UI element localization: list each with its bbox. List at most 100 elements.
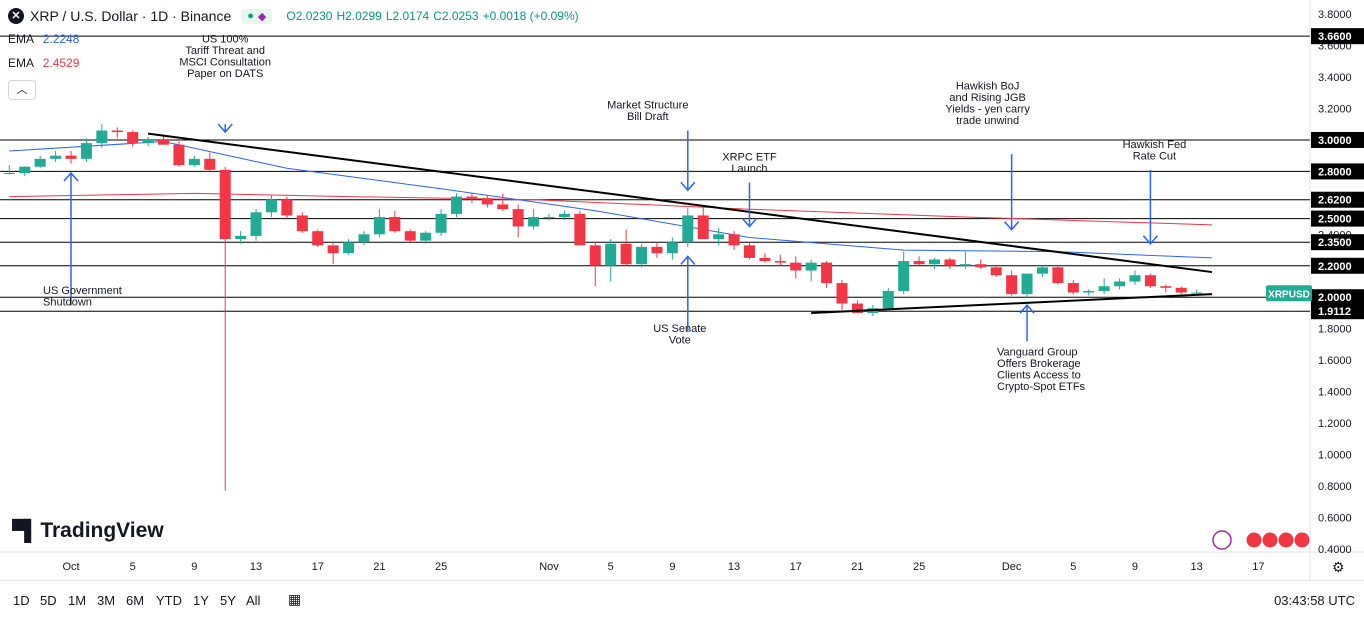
candle-body: [19, 166, 31, 173]
y-tick-label: 1.8000: [1318, 324, 1352, 336]
annotation-text: Market Structure: [607, 100, 688, 112]
candle-body: [50, 155, 62, 159]
candle-body: [389, 217, 401, 232]
annotation-text: Hawkish BoJ: [956, 81, 1020, 93]
x-tick-label: Dec: [1002, 561, 1022, 573]
candle-body: [1067, 283, 1079, 293]
ema-label: EMA: [8, 56, 34, 70]
level-label: 3.6600: [1318, 31, 1352, 43]
candle-body: [358, 234, 370, 243]
candle-body: [158, 139, 170, 145]
flag-event-icon: [1261, 531, 1279, 549]
annotation-arrowhead: [1019, 303, 1035, 314]
candle-body: [343, 242, 355, 254]
y-tick-label: 3.2000: [1318, 104, 1352, 116]
level-label-box: [1311, 131, 1364, 148]
x-tick-label: 9: [1132, 561, 1138, 573]
symbol-badge: XRPUSD: [1268, 289, 1310, 300]
share-icon: ◆: [257, 10, 267, 23]
candle-body: [728, 234, 740, 246]
candle-body: [1191, 292, 1203, 294]
candle-body: [975, 264, 987, 268]
timeframe-6m[interactable]: 6M: [126, 593, 145, 608]
ema-fast-line: [9, 140, 1213, 259]
price-chart[interactable]: 3.80003.60003.40003.20003.00002.80002.60…: [0, 0, 1364, 582]
candle-body: [743, 245, 755, 258]
candle-body: [451, 196, 462, 214]
annotation-text: Yields - yen carry: [945, 104, 1030, 116]
candle-body: [420, 232, 432, 241]
indicator-toggle[interactable]: ● ◆: [241, 8, 273, 24]
candle-body: [836, 283, 848, 304]
candle-body: [636, 246, 648, 265]
candle-body: [296, 215, 308, 232]
ema-label: EMA: [8, 32, 34, 46]
candle-body: [898, 261, 910, 291]
y-tick-label: 1.4000: [1318, 387, 1352, 399]
timeframe-3m[interactable]: 3M: [97, 593, 116, 608]
symbol-title[interactable]: XRP / U.S. Dollar · 1D · Binance: [30, 8, 232, 24]
ema-legend-slow[interactable]: EMA 2.4529: [8, 56, 79, 70]
level-label: 2.3500: [1318, 237, 1352, 249]
calendar-icon[interactable]: ▦: [288, 591, 302, 607]
candle-body: [312, 231, 324, 246]
annotation-text: Paper on DATS: [187, 68, 263, 80]
timeframe-ytd[interactable]: YTD: [156, 593, 182, 608]
gear-icon[interactable]: ⚙: [1332, 559, 1345, 575]
annotation-text: US 100%: [202, 33, 249, 45]
y-tick-label: 1.6000: [1318, 355, 1352, 367]
utc-clock[interactable]: 03:43:58 UTC: [1274, 593, 1355, 608]
candle-body: [821, 262, 833, 284]
timeframe-1d[interactable]: 1D: [13, 593, 30, 608]
candle-body: [512, 209, 524, 227]
x-tick-label: 21: [851, 561, 863, 573]
annotation-arrowhead: [1004, 221, 1020, 231]
candle-body: [913, 261, 925, 265]
candle-body: [528, 217, 540, 227]
candle-body: [1114, 281, 1126, 287]
candle-body: [543, 217, 555, 219]
candle-body: [651, 246, 663, 254]
x-tick-label: Oct: [62, 561, 79, 573]
ema-value: 2.2248: [42, 32, 80, 46]
ema-legend-fast[interactable]: EMA 2.2248: [8, 32, 79, 46]
annotation-text: and Rising JGB: [949, 92, 1025, 104]
candle-body: [682, 215, 694, 243]
timeframe-5y[interactable]: 5Y: [220, 593, 236, 608]
candle-body: [1006, 275, 1018, 295]
level-label-box: [1311, 234, 1364, 251]
annotation-text: Shutdown: [43, 297, 92, 309]
candle-body: [1129, 275, 1141, 282]
candle-body: [65, 155, 77, 159]
x-tick-label: 13: [1191, 561, 1203, 573]
y-tick-label: 0.8000: [1318, 481, 1352, 493]
annotation-text: Hawkish Fed: [1123, 139, 1187, 151]
annotation-text: Clients Access to: [997, 369, 1081, 381]
level-label-box: [1311, 289, 1364, 306]
x-tick-label: 21: [373, 561, 385, 573]
candle-body: [373, 217, 385, 235]
y-tick-label: 1.2000: [1318, 418, 1352, 430]
candle-body: [882, 290, 894, 309]
annotation-text: Rate Cut: [1133, 150, 1176, 162]
candle-body: [990, 267, 1002, 276]
timeframe-1m[interactable]: 1M: [68, 593, 87, 608]
level-label-box: [1311, 191, 1364, 208]
timeframe-1y[interactable]: 1Y: [193, 593, 209, 608]
y-tick-label: 3.4000: [1318, 72, 1352, 84]
annotation-arrowhead: [741, 217, 758, 228]
tv-logo-icon: ▀▌: [12, 519, 38, 542]
candle-body: [281, 199, 293, 216]
annotation-text: Tariff Threat and: [185, 45, 265, 57]
bottom-toolbar: [0, 580, 1364, 623]
candle-body: [759, 257, 771, 262]
timeframe-all[interactable]: All: [246, 593, 261, 608]
timeframe-5d[interactable]: 5D: [40, 593, 57, 608]
ohlc-change: +0.0018 (+0.09%): [482, 9, 579, 23]
candle-body: [481, 198, 493, 205]
candle-body: [250, 212, 262, 236]
collapse-legend-button[interactable]: ︿: [8, 80, 36, 100]
level-label-box: [1311, 163, 1364, 180]
x-tick-label: 9: [669, 561, 675, 573]
candle-body: [620, 243, 632, 265]
